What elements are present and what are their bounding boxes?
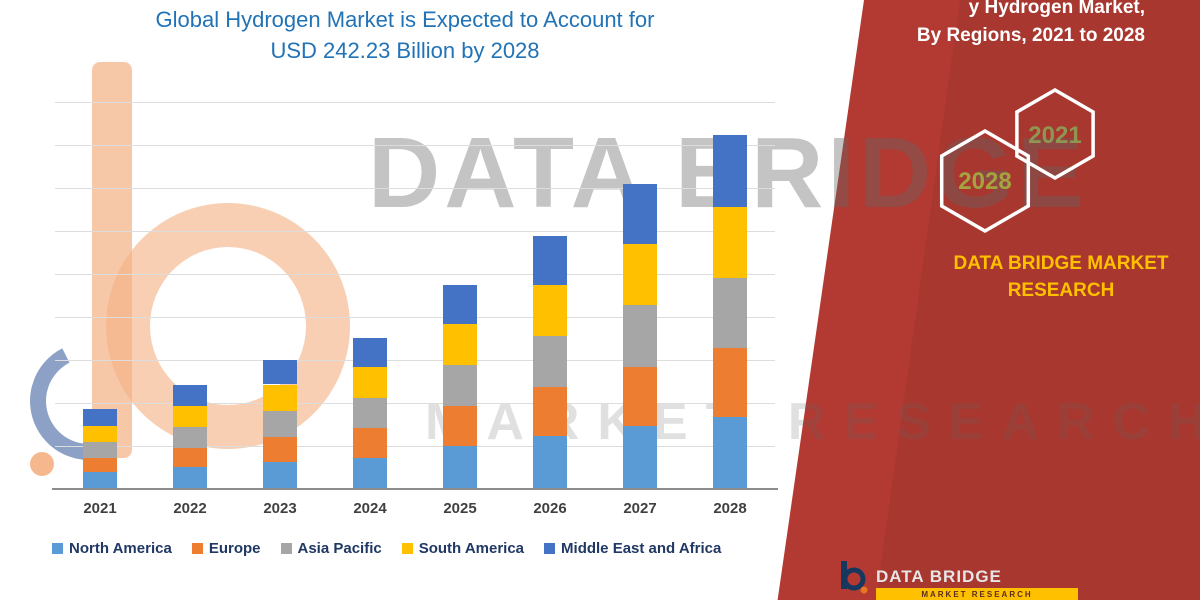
bar-segment-2025 [443, 284, 477, 325]
year-hexagons: 2028 2021 [939, 87, 1095, 234]
grid-line [55, 360, 775, 361]
chart-title-line2: USD 242.23 Billion by 2028 [270, 38, 540, 63]
bar-segment-2024 [353, 397, 387, 429]
bar-segment-2028 [713, 207, 747, 278]
bar-segment-2028 [713, 135, 747, 208]
grid-line [55, 188, 775, 189]
footer-strip: MARKET RESEARCH [876, 588, 1078, 600]
brand-text: DATA BRIDGE MARKET RESEARCH [930, 250, 1192, 304]
legend-swatch [52, 543, 63, 554]
legend-label: Europe [208, 540, 261, 557]
bar-segment-2023 [263, 359, 297, 385]
bar-segment-2026 [533, 435, 567, 490]
chart-title: Global Hydrogen Market is Expected to Ac… [125, 4, 685, 66]
data-bridge-logo-icon [841, 561, 868, 594]
bar-segment-2028 [713, 347, 747, 417]
x-axis-label: 2028 [713, 500, 747, 517]
grid-line [55, 317, 775, 318]
hexagon-2028-outline [939, 128, 1031, 234]
bar-segment-2027 [623, 183, 657, 244]
grid-line [55, 274, 775, 275]
footer-strip-text: MARKET RESEARCH [921, 589, 1033, 599]
bar-segment-2021 [83, 472, 117, 490]
bar-segment-2025 [443, 324, 477, 366]
bar-segment-2026 [533, 387, 567, 436]
side-panel-heading-line2: By Regions, 2021 to 2028 [916, 25, 1145, 46]
bar-segment-2024 [353, 366, 387, 398]
bar-segment-2024 [353, 428, 387, 458]
legend-label: Middle East and Africa [561, 540, 722, 557]
bar-segment-2024 [353, 457, 387, 490]
bar-segment-2025 [443, 365, 477, 407]
legend-label: South America [418, 540, 525, 557]
chart-title-line1: Global Hydrogen Market is Expected to Ac… [155, 7, 655, 32]
bar-segment-2026 [533, 236, 567, 285]
bar-segment-2022 [173, 384, 207, 407]
footer-logo: DATA BRIDGE [838, 559, 1002, 595]
hexagon-2021-label: 2021 [1028, 122, 1081, 149]
chart-legend: North America Europe Asia Pacific South Ame… [52, 540, 721, 557]
stacked-bar-chart: 2021 2022 2023 2024 2025 2026 2027 2028 [52, 95, 778, 517]
bar-segment-2027 [623, 425, 657, 490]
footer-logo-text: DATA BRIDGE [876, 567, 1002, 586]
legend-item: Europe [191, 540, 261, 557]
bar-segment-2027 [623, 243, 657, 306]
bar-segment-2024 [353, 337, 387, 367]
grid-line [55, 145, 775, 146]
x-axis-label: 2024 [353, 500, 387, 517]
side-panel-heading: y Hydrogen Market, By Regions, 2021 to 2… [917, 0, 1145, 50]
bar-segment-2022 [173, 406, 207, 427]
legend-item: South America [401, 540, 525, 557]
side-panel-heading-line1: y Hydrogen Market, [968, 0, 1145, 18]
legend-item: North America [52, 540, 172, 557]
bar-segment-2026 [533, 284, 567, 337]
bar-segment-2022 [173, 466, 207, 490]
legend-item: Asia Pacific [280, 540, 382, 557]
legend-swatch [544, 543, 556, 554]
legend-swatch [401, 543, 413, 554]
x-axis-label: 2022 [173, 500, 207, 517]
bar-segment-2021 [83, 409, 117, 426]
legend-label: Asia Pacific [297, 540, 382, 557]
grid-line [55, 231, 775, 232]
legend-label: North America [69, 540, 172, 557]
grid-line [55, 403, 775, 404]
x-axis-label: 2021 [83, 500, 117, 517]
x-axis-label: 2025 [443, 500, 477, 517]
grid-line [55, 102, 775, 103]
legend-swatch [191, 543, 203, 554]
bar-segment-2023 [263, 462, 297, 490]
bar-segment-2025 [443, 446, 477, 490]
legend-swatch [280, 543, 292, 554]
x-axis-label: 2023 [263, 500, 297, 517]
brand-text-line1: DATA BRIDGE MARKET [953, 253, 1169, 274]
grid-line [55, 446, 775, 447]
legend-item: Middle East and Africa [544, 540, 721, 557]
bar-segment-2028 [713, 277, 747, 348]
bar-segment-2023 [263, 437, 297, 463]
bar-segment-2021 [83, 441, 117, 458]
bar-segment-2025 [443, 406, 477, 447]
hexagon-2021-outline [1015, 87, 1095, 181]
bar-segment-2028 [713, 416, 747, 490]
hexagon-2028-label: 2028 [958, 168, 1011, 195]
bar-segment-2027 [623, 305, 657, 367]
x-axis-line [52, 488, 778, 490]
bar-segment-2022 [173, 447, 207, 467]
bar-segment-2027 [623, 366, 657, 426]
bar-segment-2026 [533, 336, 567, 388]
x-axis-label: 2027 [623, 500, 657, 517]
brand-text-line2: RESEARCH [1007, 280, 1115, 301]
x-axis-label: 2026 [533, 500, 567, 517]
bar-segment-2022 [173, 426, 207, 448]
bar-segment-2021 [83, 425, 117, 442]
dbmr-logo-watermark-dot [30, 452, 54, 476]
bar-segment-2023 [263, 384, 297, 411]
bar-segment-2023 [263, 410, 297, 438]
bar-segment-2021 [83, 457, 117, 473]
